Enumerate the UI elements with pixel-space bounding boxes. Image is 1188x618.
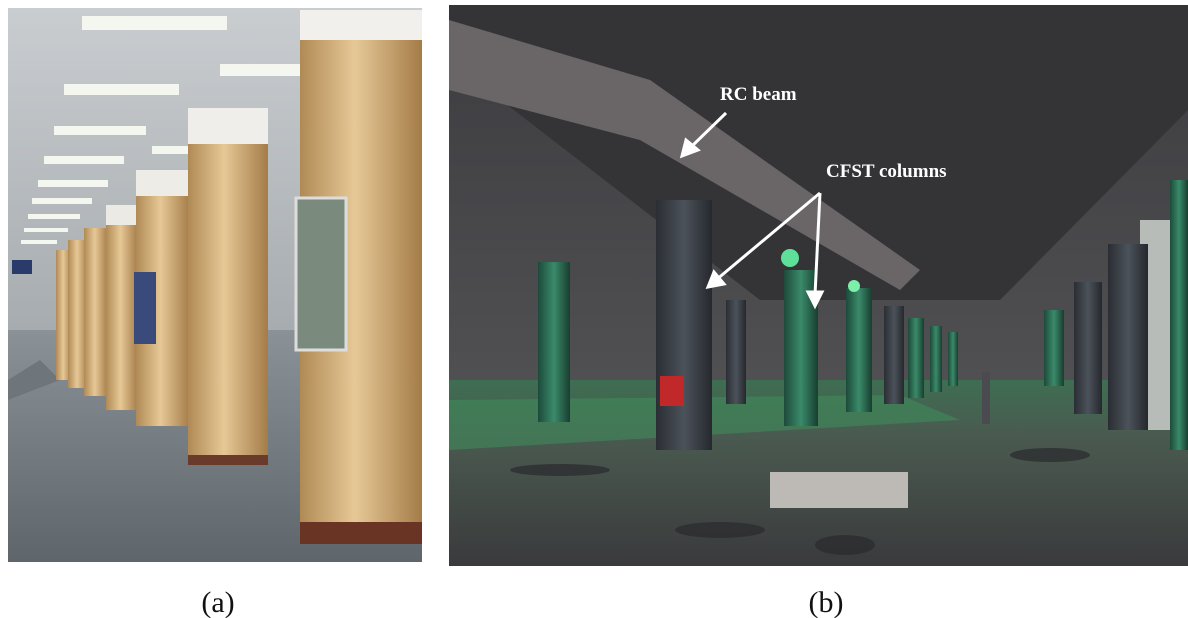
caption: (b) — [809, 586, 844, 618]
photo-b: RC beam CFST columns — [449, 5, 1188, 566]
photo-a — [8, 8, 422, 562]
annotation: CFST columns — [826, 161, 947, 182]
figure: RC beam CFST columns (a) (b) — [0, 0, 1188, 618]
annotation: RC beam — [720, 84, 797, 105]
caption: (a) — [201, 586, 234, 618]
